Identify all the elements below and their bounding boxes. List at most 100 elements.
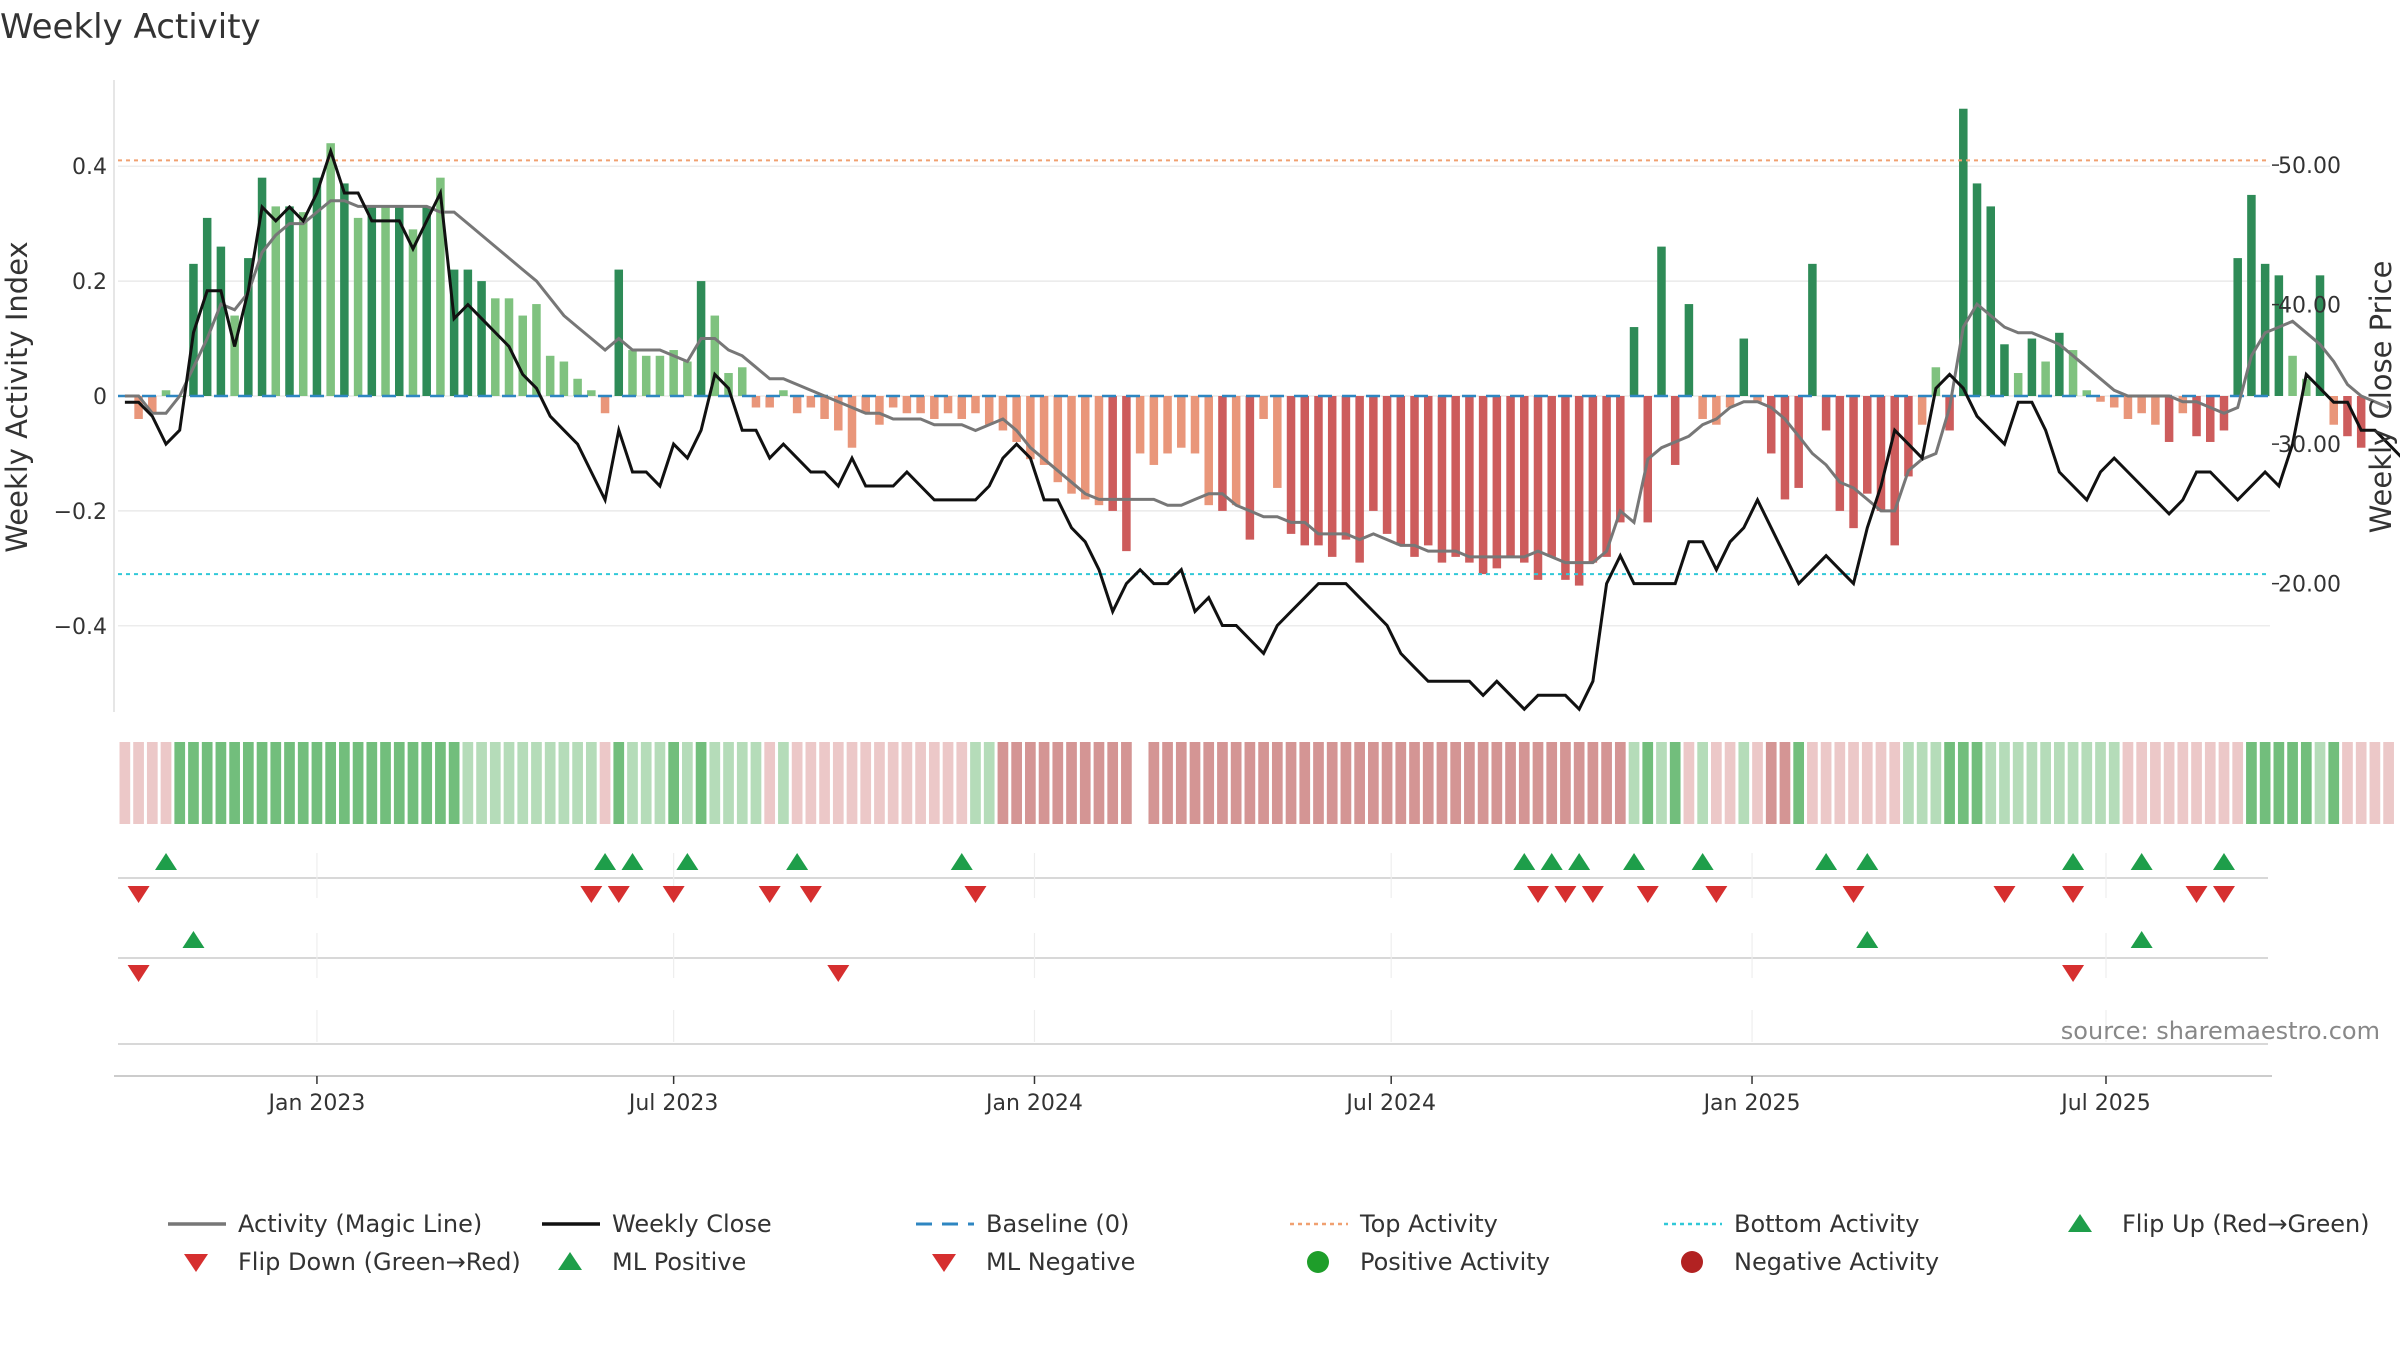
- heat-strip-cell: [352, 742, 364, 824]
- heat-strip-cell: [1848, 742, 1859, 824]
- activity-bar: [2055, 332, 2064, 396]
- activity-bar: [2096, 396, 2105, 402]
- heat-strip-cell: [2232, 742, 2244, 824]
- heat-strip-cell: [215, 742, 227, 824]
- activity-bar: [641, 355, 651, 396]
- heat-strip-cell: [1710, 742, 1722, 824]
- source-note: source: sharemaestro.com: [2061, 1017, 2380, 1045]
- heat-strip-cell: [366, 742, 378, 824]
- flip-up-marker: [2130, 853, 2153, 870]
- heat-strip-cell: [1258, 742, 1269, 824]
- heat-strip-cell: [503, 742, 515, 824]
- heat-strip-cell: [736, 742, 748, 824]
- heat-strip-cell: [1820, 742, 1832, 824]
- activity-bar: [1122, 396, 1131, 552]
- activity-bar: [1739, 338, 1749, 396]
- activity-bar: [710, 315, 720, 396]
- activity-bar: [1753, 396, 1762, 402]
- activity-bar: [669, 350, 678, 396]
- activity-bar: [957, 396, 967, 419]
- heat-strip-cell: [1779, 742, 1791, 824]
- activity-bar: [1904, 396, 1913, 477]
- activity-bar: [1314, 396, 1323, 546]
- activity-bar: [1218, 396, 1227, 511]
- activity-bar: [1231, 396, 1241, 506]
- heat-strip-cell: [1052, 742, 1064, 824]
- heat-strip-cell: [174, 742, 186, 824]
- legend-label: Flip Down (Green→Red): [238, 1248, 521, 1276]
- activity-bar: [1657, 246, 1666, 396]
- activity-bar: [1327, 396, 1337, 557]
- ml-negative-marker: [827, 965, 850, 982]
- heat-strip-cell: [2136, 742, 2148, 824]
- activity-bar: [1945, 396, 1954, 431]
- heat-strip-cell: [2246, 742, 2257, 824]
- heat-strip-cell: [1875, 742, 1887, 824]
- flip-up-marker: [2212, 853, 2235, 870]
- heat-strip-cell: [407, 742, 419, 824]
- x-tick-label: Jul 2025: [2059, 1091, 2151, 1116]
- activity-bar: [1533, 396, 1543, 580]
- flip-down-marker: [964, 886, 987, 903]
- heat-strip-cell: [270, 742, 282, 824]
- heat-strip-cell: [627, 742, 638, 824]
- activity-bar: [422, 206, 431, 396]
- activity-bar: [998, 396, 1008, 431]
- activity-bar: [861, 396, 870, 414]
- activity-bar: [2329, 396, 2338, 425]
- heat-strip-cell: [2218, 742, 2230, 824]
- activity-bar: [779, 390, 788, 396]
- flip-down-marker: [1842, 886, 1865, 903]
- activity-bar: [1959, 108, 1968, 397]
- activity-bar: [2082, 390, 2092, 396]
- right-axis-label: Weekly Close Price: [2364, 261, 2398, 534]
- activity-bar: [1437, 396, 1447, 563]
- activity-bar: [847, 396, 857, 448]
- heat-strip-cell: [860, 742, 872, 824]
- heat-strip-cell: [476, 742, 487, 824]
- heat-strip-cell: [1916, 742, 1928, 824]
- heat-strip-cell: [1230, 742, 1242, 824]
- heat-strip-cell: [311, 742, 323, 824]
- heat-strip-cell: [1477, 742, 1489, 824]
- activity-bar: [2123, 396, 2133, 419]
- heat-strip-cell: [393, 742, 405, 824]
- activity-bar: [1725, 396, 1735, 408]
- activity-bar: [655, 355, 665, 396]
- heat-strip-cell: [805, 742, 817, 824]
- activity-bar: [2000, 344, 2009, 396]
- activity-bar: [312, 177, 322, 396]
- heat-strip-cell: [1642, 742, 1654, 824]
- flip-up-marker: [621, 853, 644, 870]
- heat-strip-cell: [956, 742, 968, 824]
- heat-strip-cell: [339, 742, 350, 824]
- flip-down-marker: [1581, 886, 1604, 903]
- ml-positive-marker: [2130, 931, 2153, 948]
- left-tick-label: −0.4: [54, 615, 107, 640]
- activity-bar: [2178, 396, 2188, 414]
- activity-bar: [587, 390, 596, 396]
- activity-bar: [2206, 396, 2215, 442]
- heat-strip-cell: [1573, 742, 1585, 824]
- activity-bar: [1712, 396, 1721, 425]
- activity-bar: [2274, 275, 2284, 396]
- activity-bar: [1341, 396, 1351, 540]
- heat-strip-cell: [119, 742, 131, 824]
- heat-strip-cell: [489, 742, 501, 824]
- activity-bar: [463, 269, 473, 396]
- x-tick-label: Jul 2023: [627, 1091, 719, 1116]
- legend-label: ML Positive: [612, 1248, 746, 1276]
- heat-strip-cell: [1560, 742, 1571, 824]
- heat-strip-cell: [791, 742, 803, 824]
- x-tick-label: Jan 2024: [984, 1091, 1083, 1116]
- ml-positive-marker: [182, 931, 205, 948]
- heat-strip-cell: [778, 742, 789, 824]
- signal-rows: [118, 853, 2268, 1045]
- heat-strip-cell: [380, 742, 391, 824]
- heat-strip-cell: [2204, 742, 2216, 824]
- legend-swatch: [1681, 1251, 1703, 1273]
- heat-strip-cell: [558, 742, 570, 824]
- legend-label: Negative Activity: [1734, 1248, 1939, 1276]
- ml-negative-marker: [2062, 965, 2085, 982]
- heat-strip-cell: [915, 742, 926, 824]
